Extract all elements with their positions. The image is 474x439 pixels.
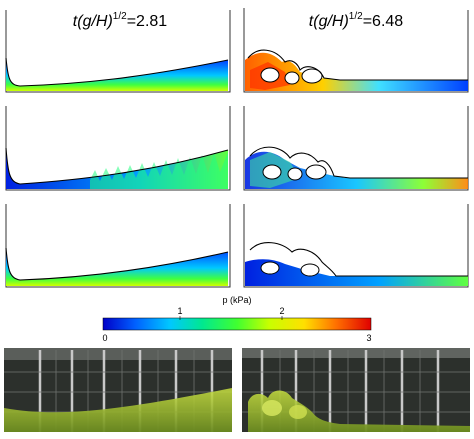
colorbar: p (kPa) 1 2 0 3 [102,295,371,343]
experiment-fluid [4,388,232,432]
free-surface [247,49,468,81]
air-cavity [260,67,280,83]
fluid-region [6,250,228,286]
panel-right-row3 [243,204,469,288]
panel-right-row2 [243,106,469,191]
air-cavity [262,164,282,180]
colorbar-tick-2: 2 [279,306,284,316]
fluid-region [245,151,468,189]
colorbar-tick-3: 3 [366,333,371,343]
colorbar-tick-0: 0 [102,333,107,343]
colorbar-tick-1: 1 [177,306,182,316]
fluid-region [245,52,468,91]
panel-left-row2 [5,106,231,191]
free-surface [249,242,468,277]
air-cavity [305,164,327,180]
colorbar-gradient [102,317,372,331]
title-right: t(g/H)1/2=6.48 [309,11,403,30]
air-cavity [260,261,280,275]
air-cavity [300,263,320,277]
panel-right-row1 [243,8,469,93]
free-surface [5,247,229,281]
panel-left-row1 [5,10,231,93]
experiment-photo-right [242,348,470,432]
air-cavity [301,68,323,84]
fluid-region [6,60,228,91]
free-surface [249,146,468,179]
air-cavity [284,71,300,85]
experiment-splash [248,390,470,432]
free-surface [5,57,229,87]
experiment-photo-left [4,348,232,432]
colorbar-title: p (kPa) [222,295,251,305]
fluid-region [245,259,468,286]
free-surface [5,147,229,185]
panel-left-row3 [5,204,231,288]
title-left: t(g/H)1/2=2.81 [73,11,167,30]
air-cavity [287,167,303,181]
